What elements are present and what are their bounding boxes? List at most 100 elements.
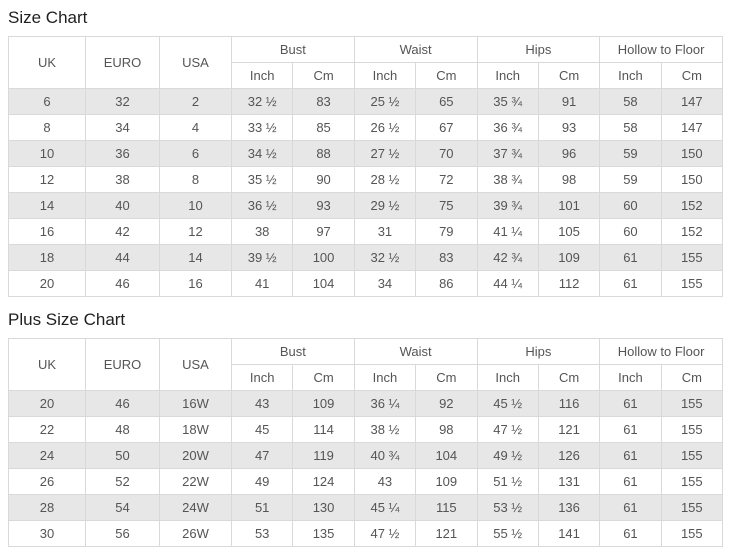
table-row: 8 34 4 33 ½ 85 26 ½ 67 36 ¾ 93 58 147: [8, 114, 724, 141]
cell: 38: [230, 218, 294, 245]
column-header-euro: EURO: [85, 338, 160, 391]
sub-header-inch: Inch: [599, 364, 662, 391]
table-row: 18 44 14 39 ½ 100 32 ½ 83 42 ¾ 109 61 155: [8, 244, 724, 271]
plus-size-chart-header: UK EURO USA Bust Waist Hips Hollow to Fl…: [8, 338, 724, 391]
cell: 32 ½: [230, 88, 294, 115]
cell: 20W: [159, 442, 232, 469]
table-row: 22 48 18W 45 114 38 ½ 98 47 ½ 121 61 155: [8, 416, 724, 443]
cell: 124: [292, 468, 355, 495]
cell: 65: [415, 88, 478, 115]
cell: 126: [537, 442, 601, 469]
cell: 36 ¼: [353, 390, 417, 417]
cell: 6: [8, 88, 86, 115]
cell: 61: [599, 468, 662, 495]
cell: 8: [8, 114, 86, 141]
cell: 49 ½: [476, 442, 539, 469]
cell: 16: [8, 218, 86, 245]
group-header-bust: Bust: [231, 338, 355, 365]
cell: 85: [292, 114, 355, 141]
cell: 16: [159, 270, 232, 297]
cell: 67: [415, 114, 478, 141]
cell: 35 ¾: [476, 88, 539, 115]
cell: 93: [292, 192, 355, 219]
cell: 100: [292, 244, 355, 271]
cell: 104: [292, 270, 355, 297]
table-row: 20 46 16 41 104 34 86 44 ¼ 112 61 155: [8, 270, 724, 297]
cell: 18: [8, 244, 86, 271]
cell: 109: [537, 244, 601, 271]
cell: 46: [85, 270, 160, 297]
cell: 36: [85, 140, 160, 167]
sub-header-cm: Cm: [415, 364, 478, 391]
sub-header-inch: Inch: [599, 62, 662, 89]
cell: 61: [599, 494, 662, 521]
cell: 16W: [159, 390, 232, 417]
group-header-bust: Bust: [231, 36, 355, 63]
cell: 47 ½: [353, 520, 417, 547]
cell: 101: [537, 192, 601, 219]
cell: 155: [660, 520, 724, 547]
cell: 31: [353, 218, 417, 245]
cell: 45: [230, 416, 294, 443]
cell: 150: [660, 166, 724, 193]
cell: 22W: [159, 468, 232, 495]
cell: 152: [660, 192, 724, 219]
cell: 2: [159, 88, 232, 115]
cell: 14: [159, 244, 232, 271]
cell: 37 ¾: [476, 140, 539, 167]
cell: 20: [8, 390, 86, 417]
table-row: 10 36 6 34 ½ 88 27 ½ 70 37 ¾ 96 59 150: [8, 140, 724, 167]
cell: 119: [292, 442, 355, 469]
cell: 38 ½: [353, 416, 417, 443]
cell: 58: [599, 88, 662, 115]
cell: 109: [292, 390, 355, 417]
cell: 32 ½: [353, 244, 417, 271]
sub-header-cm: Cm: [292, 364, 355, 391]
cell: 135: [292, 520, 355, 547]
table-row: 12 38 8 35 ½ 90 28 ½ 72 38 ¾ 98 59 150: [8, 166, 724, 193]
cell: 28: [8, 494, 86, 521]
table-row: 6 32 2 32 ½ 83 25 ½ 65 35 ¾ 91 58 147: [8, 88, 724, 115]
table-row: 20 46 16W 43 109 36 ¼ 92 45 ½ 116 61 155: [8, 390, 724, 417]
cell: 44: [85, 244, 160, 271]
cell: 70: [415, 140, 478, 167]
cell: 18W: [159, 416, 232, 443]
cell: 93: [537, 114, 601, 141]
sub-header-inch: Inch: [476, 364, 539, 391]
cell: 61: [599, 416, 662, 443]
cell: 155: [660, 416, 724, 443]
cell: 38 ¾: [476, 166, 539, 193]
cell: 26: [8, 468, 86, 495]
group-header-waist: Waist: [353, 36, 478, 63]
cell: 147: [660, 114, 724, 141]
cell: 104: [415, 442, 478, 469]
sub-header-inch: Inch: [476, 62, 539, 89]
cell: 83: [415, 244, 478, 271]
cell: 86: [415, 270, 478, 297]
column-header-usa: USA: [159, 36, 232, 89]
sub-header-inch: Inch: [353, 364, 417, 391]
group-header-waist: Waist: [353, 338, 478, 365]
cell: 141: [537, 520, 601, 547]
cell: 155: [660, 494, 724, 521]
cell: 27 ½: [353, 140, 417, 167]
cell: 53: [230, 520, 294, 547]
cell: 49: [230, 468, 294, 495]
group-header-hollow-to-floor: Hollow to Floor: [599, 36, 723, 63]
table-row: 16 42 12 38 97 31 79 41 ¼ 105 60 152: [8, 218, 724, 245]
cell: 59: [599, 140, 662, 167]
cell: 32: [85, 88, 160, 115]
cell: 155: [660, 442, 724, 469]
cell: 36 ¾: [476, 114, 539, 141]
cell: 34 ½: [230, 140, 294, 167]
cell: 96: [537, 140, 601, 167]
cell: 88: [292, 140, 355, 167]
column-header-uk: UK: [8, 36, 86, 89]
cell: 25 ½: [353, 88, 417, 115]
cell: 61: [599, 520, 662, 547]
cell: 60: [599, 218, 662, 245]
cell: 43: [353, 468, 417, 495]
sub-header-cm: Cm: [292, 62, 355, 89]
cell: 26W: [159, 520, 232, 547]
cell: 29 ½: [353, 192, 417, 219]
